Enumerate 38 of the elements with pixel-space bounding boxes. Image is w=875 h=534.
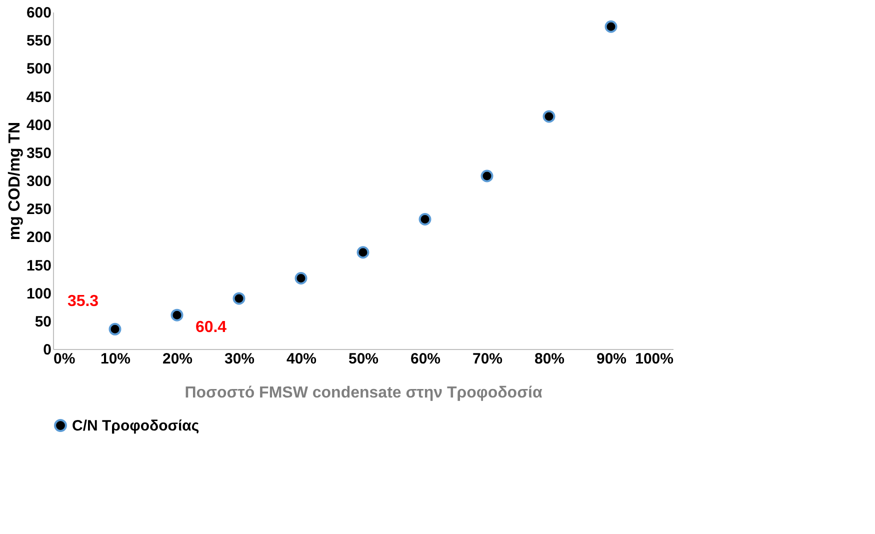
y-tick-label: 500: [26, 60, 52, 78]
text: 60.4: [195, 319, 227, 336]
y-tick-label: 200: [26, 229, 52, 246]
text: 35.3: [67, 293, 99, 310]
x-tick-label: 50%: [348, 350, 379, 368]
x-tick-label: 90%: [596, 350, 627, 368]
y-tick-label: 100: [26, 285, 52, 302]
y-tick-label: 300: [26, 173, 52, 190]
point: [604, 20, 618, 33]
x-tick-label: 80%: [534, 350, 565, 368]
x-axis-title: Ποσοστό FMSW condensate στην Τροφοδοσία: [184, 384, 542, 402]
x-tick-label: 0%: [54, 350, 76, 368]
x-tick-label: 10%: [100, 350, 131, 368]
x-tick-label: 30%: [224, 350, 255, 368]
x-tick-label: 60%: [410, 350, 441, 368]
point: [418, 213, 432, 226]
y-axis-title: mg COD/mg TN: [6, 122, 24, 240]
point: [542, 110, 556, 123]
point: [356, 246, 370, 259]
y-tick-label: 50: [34, 313, 52, 330]
y-tick-label: 450: [26, 88, 52, 106]
y-tick-label: 400: [26, 116, 52, 134]
y-tick-label: 350: [26, 144, 52, 162]
legend-label: C/N Τροφοδοσίας: [72, 418, 200, 434]
x-tick-label: 20%: [162, 350, 193, 368]
x-tick-label: 100%: [635, 350, 674, 368]
point: [108, 322, 122, 336]
y-tick-label: 250: [26, 201, 52, 218]
point: [170, 308, 184, 322]
point: [480, 170, 494, 182]
x-tick-label: 70%: [472, 350, 503, 368]
point: [232, 292, 246, 305]
y-tick-label: 150: [26, 257, 52, 274]
y-tick-label: 550: [26, 32, 52, 50]
point: [294, 272, 308, 284]
y-tick-label: 600: [26, 4, 52, 22]
y-tick-label: 0: [43, 342, 52, 358]
x-tick-label: 40%: [286, 350, 317, 368]
